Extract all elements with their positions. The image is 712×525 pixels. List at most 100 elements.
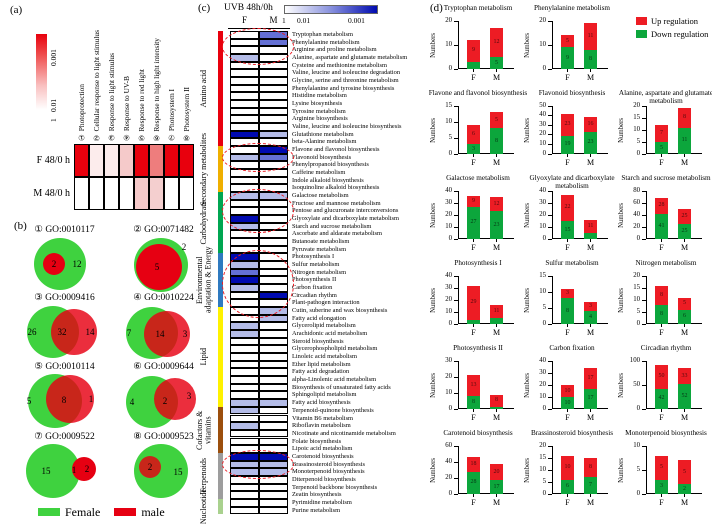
pathway-cell-f bbox=[230, 238, 259, 246]
bar-value-up: 6 bbox=[472, 131, 475, 138]
plot-area bbox=[458, 191, 514, 239]
plot-area bbox=[646, 361, 702, 409]
pathway-cell-f bbox=[230, 307, 259, 315]
bar-segment-down: 3 bbox=[655, 479, 668, 494]
bar-chart: Alanine, aspartate and glutamate metabol… bbox=[618, 89, 712, 174]
y-tick-mark bbox=[642, 190, 646, 192]
pathway-cell-m bbox=[259, 215, 288, 223]
pathway-cell-f bbox=[230, 368, 259, 377]
y-tick-mark bbox=[548, 384, 552, 386]
plot-area bbox=[552, 446, 608, 494]
y-tick-mark bbox=[548, 469, 552, 471]
category-label-box: Lipid bbox=[190, 340, 218, 374]
pathway-cell-m bbox=[259, 475, 288, 484]
male-swatch bbox=[114, 508, 137, 516]
bar-segment-up: 11 bbox=[490, 304, 503, 318]
female-label: Female bbox=[65, 504, 101, 519]
y-tick-mark bbox=[642, 238, 646, 240]
x-tick-label: F bbox=[471, 328, 476, 337]
pathway-cell-m bbox=[259, 376, 288, 384]
y-tick-label: 0 bbox=[542, 149, 546, 157]
category-bar bbox=[218, 452, 223, 499]
y-tick-label: 0 bbox=[448, 489, 452, 497]
panel-c-title: UVB 48h/0h bbox=[224, 3, 273, 13]
pathway-cell-f bbox=[230, 199, 259, 208]
venn-count-label: 2 bbox=[181, 242, 187, 252]
x-tick-mark bbox=[496, 324, 497, 327]
pathway-cell-m bbox=[259, 284, 288, 292]
y-tick-label: 20 bbox=[539, 210, 546, 218]
y-tick-label: 20 bbox=[445, 210, 452, 218]
x-tick-mark bbox=[496, 154, 497, 157]
venn-title: ⑦ GO:0009522 bbox=[34, 432, 95, 442]
bar-segment-down bbox=[467, 320, 480, 324]
plot-area bbox=[646, 106, 702, 154]
y-tick-label: 30 bbox=[445, 283, 452, 291]
pathway-label: Butanoate metabolism bbox=[292, 238, 350, 246]
y-tick-mark bbox=[642, 299, 646, 301]
y-tick-mark bbox=[548, 493, 552, 495]
pathway-label: Arginine and proline metabolism bbox=[292, 46, 377, 54]
venn-title: ③ GO:0009416 bbox=[34, 293, 95, 303]
pathway-cell-f bbox=[230, 115, 259, 124]
bar-segment-down: 9 bbox=[561, 47, 574, 69]
bar-value-up: 17 bbox=[587, 374, 594, 381]
category-label: Environmental adaptation & Energy bbox=[194, 247, 212, 314]
pathway-label: Cutin, suberine and wax biosynthesis bbox=[292, 307, 388, 315]
bar-value-up: 3 bbox=[566, 290, 569, 297]
pathway-label: Steroid biosynthesis bbox=[292, 337, 344, 345]
bar-chart-title: Glyoxylate and dicarboxylate metabolism bbox=[529, 174, 615, 191]
y-tick-label: 10 bbox=[633, 125, 640, 133]
venn-count-label: 4 bbox=[129, 397, 135, 407]
y-tick-label: 40 bbox=[539, 111, 546, 119]
bar-segment-down: 52 bbox=[678, 384, 691, 409]
bar-segment-up: 13 bbox=[467, 375, 480, 397]
venn-count-label: 14 bbox=[155, 329, 165, 339]
y-tick-mark bbox=[642, 360, 646, 362]
y-tick-mark bbox=[548, 143, 552, 145]
pathway-label: Histidine metabolism bbox=[292, 92, 347, 100]
pathway-label: Alanine, aspartate and glutamate metabol… bbox=[292, 54, 408, 61]
bar-chart-title: Monoterpenoid biosynthesis bbox=[625, 429, 707, 437]
bar-value-up: 20 bbox=[493, 468, 500, 475]
bar-value-up: 12 bbox=[493, 200, 500, 207]
pathway-cell-f bbox=[230, 345, 259, 354]
bar-value-up: 18 bbox=[470, 460, 477, 467]
y-tick-mark bbox=[548, 226, 552, 228]
y-tick-mark bbox=[454, 323, 458, 325]
y-tick-label: 40 bbox=[445, 186, 452, 194]
bar-value-up: 13 bbox=[470, 382, 477, 389]
bar-value-up: 28 bbox=[658, 202, 665, 209]
bar-value-down: 23 bbox=[587, 139, 594, 146]
pathway-cell-f bbox=[230, 391, 259, 400]
y-tick-mark bbox=[454, 153, 458, 155]
x-tick-mark bbox=[473, 239, 474, 242]
pathway-cell-f bbox=[230, 399, 259, 407]
bar-segment-down: 5 bbox=[490, 57, 503, 69]
heatmap-cell bbox=[89, 177, 104, 210]
y-tick-mark bbox=[548, 202, 552, 204]
bar-value-up: 9 bbox=[472, 197, 475, 204]
pathway-label: Linoleic acid metabolism bbox=[292, 353, 357, 361]
pathway-cell-f bbox=[230, 245, 259, 254]
y-tick-mark bbox=[454, 461, 458, 463]
y-tick-mark bbox=[454, 68, 458, 70]
pathway-cell-f bbox=[230, 383, 259, 392]
bar-segment-up: 9 bbox=[467, 195, 480, 207]
pathway-cell-m bbox=[259, 169, 288, 177]
bar-value-up: 8 bbox=[660, 291, 663, 298]
category-bar bbox=[218, 406, 223, 453]
category-label-box: Nucleotide bbox=[190, 482, 218, 525]
pathway-cell-m bbox=[259, 460, 288, 469]
venn-title: ⑧ GO:0009523 bbox=[133, 432, 194, 442]
y-tick-label: 20 bbox=[539, 16, 546, 24]
bar-segment-up: 11 bbox=[584, 23, 597, 50]
bar-segment-down: 4 bbox=[584, 311, 597, 324]
y-tick-label: 5 bbox=[636, 137, 640, 145]
bar-segment-down: 6 bbox=[561, 479, 574, 494]
y-tick-mark bbox=[548, 20, 552, 22]
heatmap-cell bbox=[149, 177, 164, 210]
venn-area: 4 2 3 bbox=[115, 373, 212, 429]
pathway-label: Diterpenoid biosynthesis bbox=[292, 475, 356, 483]
y-tick-mark bbox=[548, 307, 552, 309]
